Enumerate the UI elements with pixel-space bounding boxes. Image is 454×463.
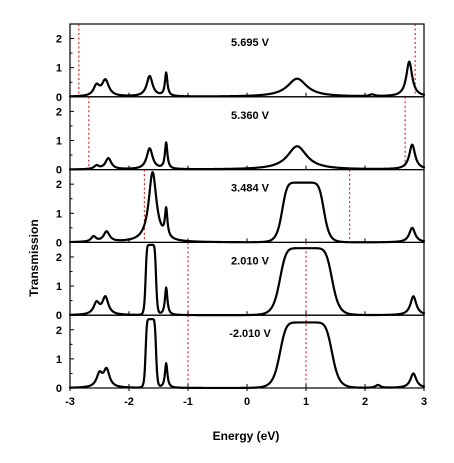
panel-bias-label: 2.010 V: [231, 255, 270, 267]
y-tick-label: 2: [56, 325, 62, 337]
panel: 0 1 2 5.360 V: [56, 96, 426, 177]
y-tick-label: 2: [56, 34, 62, 46]
y-tick-label: 1: [56, 63, 62, 75]
chart-panels: 0 1 2 5.695 V 0 1 2 5.360 V 0 1 2 3.484 V 0 1 2 2.010 V…: [56, 23, 426, 395]
x-tick-label: -3: [65, 396, 75, 408]
y-tick-label: 0: [56, 383, 62, 395]
y-tick-label: 2: [56, 179, 62, 191]
panel-bias-label: 5.695 V: [231, 37, 270, 49]
y-tick-label: 2: [56, 252, 62, 264]
panel-frame: [69, 96, 425, 171]
y-tick-label: 1: [56, 135, 62, 147]
panel-bias-label: -2.010 V: [229, 328, 271, 340]
y-tick-label: 2: [56, 106, 62, 118]
y-tick-label: 0: [56, 237, 62, 249]
panel-frame: [69, 314, 425, 389]
panel-bias-label: 3.484 V: [231, 183, 270, 195]
y-tick-label: 1: [56, 354, 62, 366]
panel: 0 1 2 2.010 V: [56, 241, 426, 322]
panel-frame: [69, 241, 425, 316]
y-tick-label: 0: [56, 92, 62, 104]
transmission-curve: [68, 141, 426, 171]
panel-frame: [69, 169, 425, 244]
panel: 0 1 2 5.695 V: [56, 23, 426, 104]
panel: 0 1 2 3.484 V: [56, 169, 426, 249]
transmission-curve: [68, 318, 426, 390]
x-tick-label: 2: [362, 396, 368, 408]
y-tick-label: 1: [56, 208, 62, 220]
y-axis-label: Transmission: [27, 219, 41, 296]
x-axis: -3 -2 -1 0 1 2 3: [65, 388, 427, 408]
x-tick-label: -1: [183, 396, 193, 408]
y-tick-label: 1: [56, 281, 62, 293]
panel-bias-label: 5.360 V: [231, 110, 270, 122]
transmission-curve: [68, 60, 426, 98]
y-tick-label: 0: [56, 165, 62, 177]
y-tick-label: 0: [56, 310, 62, 322]
panel: 0 1 2 -2.010 V: [56, 314, 426, 395]
x-tick-label: -2: [124, 396, 134, 408]
x-tick-label: 0: [244, 396, 250, 408]
panel-frame: [69, 23, 425, 98]
x-tick-label: 3: [421, 396, 427, 408]
x-axis-label: Energy (eV): [213, 429, 280, 443]
x-tick-label: 1: [303, 396, 309, 408]
